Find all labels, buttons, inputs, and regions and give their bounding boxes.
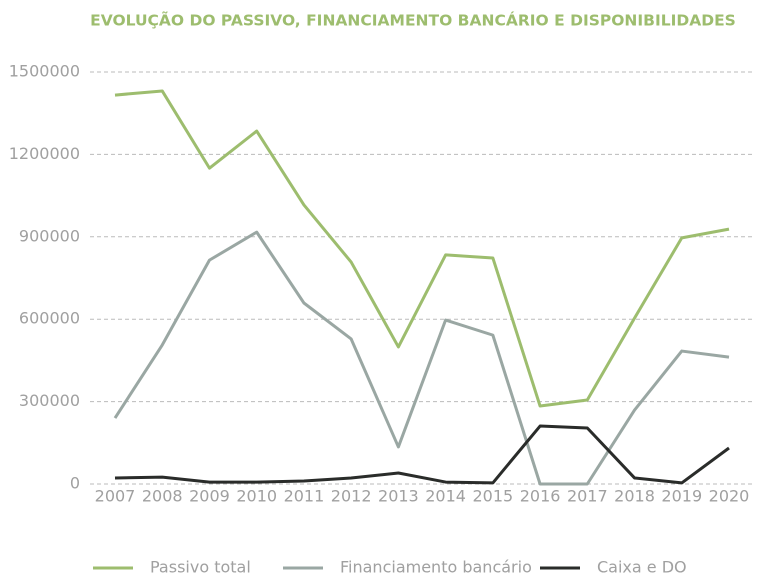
series-line [114, 89, 730, 408]
x-tick-label: 2019 [661, 487, 702, 506]
x-tick-label: 2007 [95, 487, 136, 506]
x-tick-label: 2013 [378, 487, 419, 506]
x-tick-label: 2010 [236, 487, 277, 506]
y-tick-label: 1500000 [9, 62, 80, 81]
legend-label: Passivo total [150, 558, 251, 575]
x-tick-label: 2015 [472, 487, 513, 506]
x-tick-label: 2018 [614, 487, 655, 506]
chart-title: EVOLUÇÃO DO PASSIVO, FINANCIAMENTO BANCÁ… [90, 11, 736, 30]
x-tick-label: 2011 [284, 487, 325, 506]
legend-label: Caixa e DO [597, 558, 687, 575]
x-tick-label: 2016 [520, 487, 561, 506]
y-tick-label: 600000 [19, 309, 80, 328]
series-line [113, 230, 730, 486]
x-tick-label: 2012 [331, 487, 372, 506]
x-tick-label: 2014 [425, 487, 466, 506]
x-tick-label: 2008 [142, 487, 183, 506]
series-line [114, 424, 730, 485]
x-tick-label: 2020 [709, 487, 750, 506]
y-tick-label: 0 [70, 474, 80, 493]
x-tick-label: 2009 [189, 487, 230, 506]
legend-label: Financiamento bancário [340, 558, 532, 575]
y-tick-label: 900000 [19, 226, 80, 245]
y-tick-label: 300000 [19, 391, 80, 410]
y-tick-label: 1200000 [9, 144, 80, 163]
x-tick-label: 2017 [567, 487, 608, 506]
